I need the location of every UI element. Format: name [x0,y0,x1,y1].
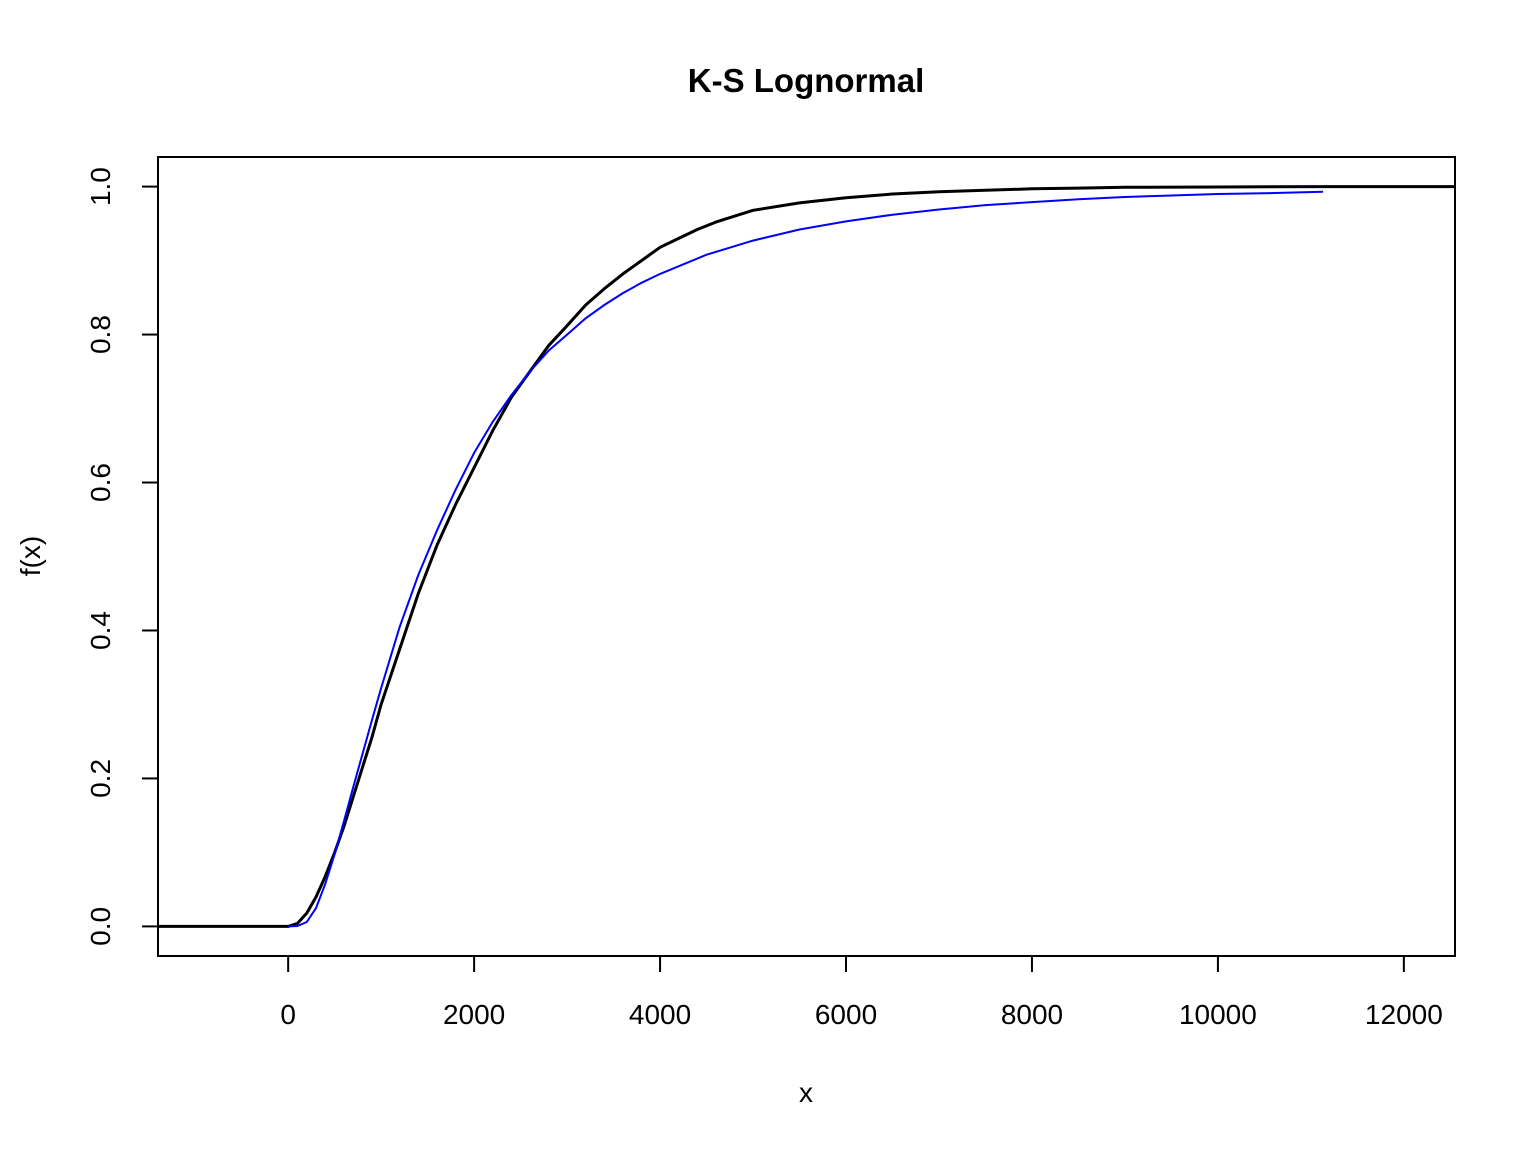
y-tick-label: 0.0 [85,907,116,946]
x-tick-label: 10000 [1179,999,1257,1030]
chart-title: K-S Lognormal [688,62,925,99]
y-tick-label: 0.2 [85,759,116,798]
plot-frame [157,156,1456,957]
x-tick-label: 12000 [1365,999,1443,1030]
x-tick-label: 0 [280,999,296,1030]
series-layer [158,185,1455,928]
series-line-black [158,185,1455,928]
y-tick-label: 1.0 [85,167,116,206]
y-axis-label: f(x) [15,536,46,576]
x-axis-label: x [799,1077,813,1108]
x-axis: 0 2000 4000 6000 8000 10000 12000 [280,955,1443,1030]
y-axis: 0.0 0.2 0.4 0.6 0.8 1.0 [85,167,159,946]
y-tick-label: 0.6 [85,463,116,502]
series-line-blue [288,190,1324,928]
x-tick-label: 6000 [815,999,877,1030]
y-tick-label: 0.4 [85,611,116,650]
x-tick-label: 8000 [1001,999,1063,1030]
y-tick-label: 0.8 [85,315,116,354]
x-tick-label: 4000 [629,999,691,1030]
x-tick-label: 2000 [443,999,505,1030]
